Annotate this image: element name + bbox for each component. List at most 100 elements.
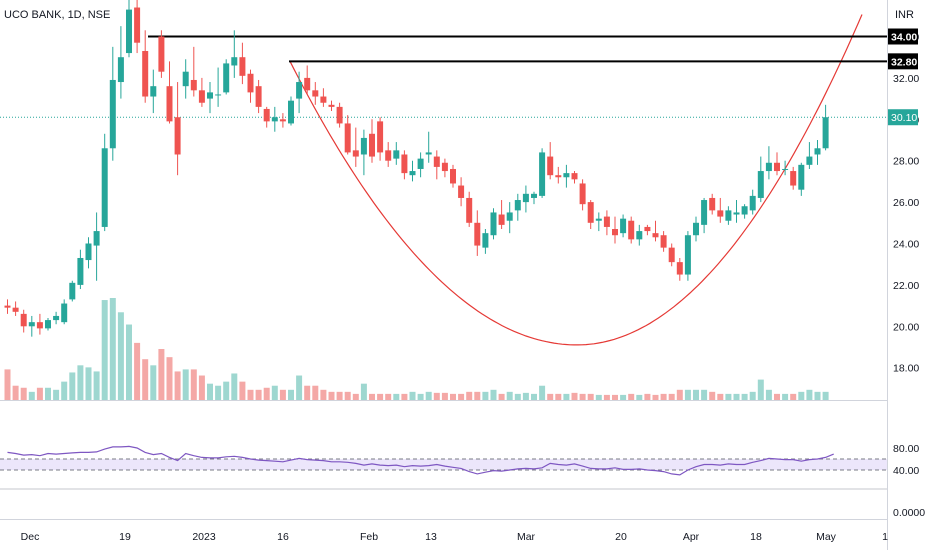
- candle-body: [684, 235, 691, 275]
- candle-body: [741, 206, 748, 215]
- time-tick-label: May: [816, 531, 837, 543]
- volume-bar: [660, 393, 667, 400]
- volume-bar: [247, 389, 254, 400]
- volume-bar: [587, 393, 594, 400]
- chart-title: UCO BANK, 1D, NSE: [4, 9, 111, 21]
- candle-body: [328, 104, 335, 107]
- candle-body: [474, 222, 481, 246]
- candle-body: [757, 171, 764, 198]
- candle-body: [587, 202, 594, 223]
- volume-bar: [765, 389, 772, 400]
- resistance-label: 34.00: [891, 32, 917, 44]
- candle-body: [636, 231, 643, 240]
- volume-bar: [134, 342, 141, 400]
- candle-body: [579, 183, 586, 205]
- volume-bar: [595, 394, 602, 400]
- candle-body: [336, 106, 343, 124]
- volume-bar: [93, 371, 100, 400]
- volume-bar: [684, 389, 691, 400]
- volume-bar: [328, 391, 335, 400]
- candle-body: [595, 218, 602, 221]
- candle-body: [77, 257, 84, 285]
- volume-bar: [790, 393, 797, 400]
- volume-bar: [45, 387, 51, 400]
- candle-body: [409, 171, 416, 176]
- resistance-label-bg: [888, 28, 918, 45]
- volume-bar: [531, 393, 537, 400]
- candle-body: [344, 123, 351, 153]
- candle-body: [717, 210, 724, 217]
- volume-bar: [701, 389, 708, 400]
- volume-bar: [20, 387, 27, 400]
- volume-bar: [733, 393, 740, 400]
- candle-body: [790, 171, 797, 186]
- volume-bar: [433, 392, 440, 400]
- resistance-label-bg: [888, 53, 918, 70]
- volume-bar: [490, 389, 497, 400]
- volume-bar: [296, 375, 303, 400]
- candle-body: [660, 235, 667, 248]
- candle-body: [271, 117, 278, 122]
- candle-body: [603, 216, 610, 227]
- volume-bar: [571, 392, 578, 400]
- volume-bar: [109, 298, 116, 400]
- volume-bar: [425, 391, 432, 400]
- candle-body: [255, 86, 262, 107]
- candle-body: [198, 90, 205, 103]
- volume-bar: [644, 393, 651, 400]
- time-tick-label: Dec: [21, 531, 40, 543]
- candle-body: [28, 322, 35, 327]
- volume-bar: [53, 389, 60, 400]
- candle-body: [782, 168, 789, 170]
- candle-body: [182, 71, 189, 87]
- candle-body: [207, 92, 213, 99]
- volume-bar: [417, 393, 424, 400]
- volume-bar: [806, 389, 813, 400]
- time-tick-label: 13: [425, 531, 437, 543]
- resistance-label: 32.80: [891, 56, 917, 68]
- volume-bar: [385, 393, 392, 400]
- volume-bar: [198, 375, 205, 400]
- candle-body: [620, 218, 627, 234]
- candle-body: [166, 86, 173, 122]
- volume-bar: [85, 367, 92, 400]
- volume-bar: [320, 389, 327, 400]
- candle-body: [296, 82, 303, 99]
- rsi-tick-label: 80.00: [893, 443, 919, 455]
- volume-bar: [782, 393, 789, 400]
- candle-body: [709, 197, 716, 211]
- volume-bar: [798, 391, 805, 400]
- volume-bar: [668, 393, 675, 400]
- candle-body: [142, 50, 149, 97]
- volume-bar: [514, 393, 521, 400]
- volume-bar: [77, 365, 84, 400]
- candle-body: [539, 152, 546, 196]
- volume-bar: [4, 369, 11, 400]
- volume-bar: [36, 387, 43, 400]
- volume-bar: [255, 389, 262, 400]
- candle-body: [498, 214, 505, 225]
- time-tick-label: 19: [119, 531, 131, 543]
- volume-bar: [620, 394, 627, 400]
- candle-body: [563, 173, 570, 178]
- volume-bar: [636, 394, 643, 400]
- candle-body: [69, 282, 76, 300]
- volume-bar: [409, 391, 416, 400]
- candle-body: [628, 220, 635, 240]
- candle-body: [312, 90, 319, 97]
- volume-bar: [150, 365, 157, 400]
- volume-bar: [215, 385, 222, 400]
- volume-bar: [555, 393, 562, 400]
- candle-body: [45, 320, 51, 329]
- candle-body: [320, 96, 327, 103]
- candle-body: [304, 77, 311, 91]
- price-tick-label: 22.00: [893, 280, 919, 292]
- volume-bar: [482, 391, 489, 400]
- candle-body: [531, 193, 537, 198]
- candle-body: [441, 162, 448, 172]
- price-tick-label: 24.00: [893, 239, 919, 251]
- volume-bar: [506, 391, 513, 400]
- volume-bar: [304, 385, 311, 400]
- candle-body: [150, 86, 157, 97]
